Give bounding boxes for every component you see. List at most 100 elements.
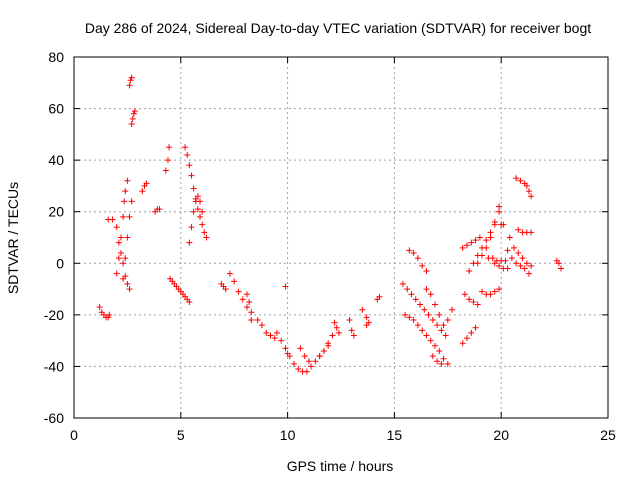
series-arc11 — [167, 275, 193, 305]
data-point — [199, 208, 206, 215]
axis-ticks: 0 5 10 15 20 25 -60 -40 -20 0 20 40 60 80 — [44, 49, 616, 443]
series-arc22 — [316, 342, 332, 360]
data-point — [109, 216, 116, 223]
data-point — [121, 198, 128, 205]
series-arc2 — [106, 311, 113, 318]
data-point — [329, 332, 336, 339]
data-point — [333, 324, 340, 331]
data-point — [139, 188, 146, 195]
data-point — [203, 234, 210, 241]
series-arc1 — [96, 304, 112, 321]
data-point — [519, 255, 526, 262]
data-point — [466, 268, 473, 275]
data-point — [122, 255, 129, 262]
data-point — [301, 353, 308, 360]
data-point — [335, 329, 342, 336]
data-point — [438, 360, 445, 367]
data-point — [156, 206, 163, 213]
data-point — [126, 213, 133, 220]
data-point — [113, 224, 120, 231]
data-point — [496, 203, 503, 210]
x-tick-label: 0 — [70, 427, 78, 443]
data-point — [166, 144, 173, 151]
data-point — [117, 234, 124, 241]
data-point — [235, 288, 242, 295]
data-point — [402, 311, 409, 318]
data-point — [186, 239, 193, 246]
series-arc16 — [244, 291, 255, 324]
data-point — [124, 234, 131, 241]
data-point — [504, 265, 511, 272]
data-point — [523, 182, 530, 189]
data-point — [410, 249, 417, 256]
data-point — [489, 255, 496, 262]
data-point — [244, 291, 251, 298]
data-point — [126, 82, 133, 89]
data-point — [320, 347, 327, 354]
data-point — [511, 244, 518, 251]
data-point — [496, 262, 503, 269]
x-tick-label: 25 — [600, 427, 616, 443]
series-arc45 — [515, 226, 535, 236]
series-arc20 — [291, 332, 336, 375]
data-point — [478, 252, 485, 259]
data-point — [331, 319, 338, 326]
data-point — [258, 322, 265, 329]
data-point — [423, 332, 430, 339]
data-point — [120, 213, 127, 220]
series-arc13 — [186, 193, 206, 246]
data-point — [350, 332, 357, 339]
series-arc4 — [113, 177, 131, 277]
x-axis-label: GPS time / hours — [287, 458, 394, 474]
data-point — [291, 360, 298, 367]
data-point — [126, 286, 133, 293]
data-point — [412, 296, 419, 303]
data-point — [316, 353, 323, 360]
data-point — [194, 206, 201, 213]
y-tick-label: -40 — [44, 358, 64, 374]
series-arc29 — [402, 311, 451, 367]
data-point — [184, 151, 191, 158]
data-point — [474, 260, 481, 267]
y-tick-label: 60 — [48, 101, 64, 117]
data-point — [105, 314, 112, 321]
x-tick-label: 20 — [493, 427, 509, 443]
data-point — [127, 77, 134, 84]
data-point — [404, 286, 411, 293]
data-point — [425, 311, 432, 318]
data-point — [282, 345, 289, 352]
series-arc34 — [459, 234, 483, 251]
data-point — [348, 327, 355, 334]
data-point — [423, 286, 430, 293]
data-point — [434, 322, 441, 329]
data-point — [515, 249, 522, 256]
series-arc6 — [126, 74, 135, 89]
data-point — [128, 198, 135, 205]
data-point — [365, 319, 372, 326]
data-point — [128, 121, 135, 128]
data-point — [483, 237, 490, 244]
series-arc44 — [513, 175, 535, 200]
data-point — [472, 237, 479, 244]
series-arc14 — [218, 280, 229, 293]
data-point — [199, 221, 206, 228]
data-point — [464, 335, 471, 342]
data-point — [496, 286, 503, 293]
data-point — [115, 239, 122, 246]
data-point — [440, 355, 447, 362]
data-point — [120, 275, 127, 282]
data-point — [517, 262, 524, 269]
data-point — [248, 317, 255, 324]
series-arc36 — [466, 203, 503, 275]
series-arc32 — [429, 353, 445, 367]
data-point — [244, 304, 251, 311]
data-point — [555, 260, 562, 267]
series-arc5 — [120, 198, 135, 282]
data-point — [124, 280, 131, 287]
data-point — [188, 224, 195, 231]
data-point — [273, 329, 280, 336]
data-point — [472, 324, 479, 331]
data-point — [436, 347, 443, 354]
data-point — [254, 317, 261, 324]
